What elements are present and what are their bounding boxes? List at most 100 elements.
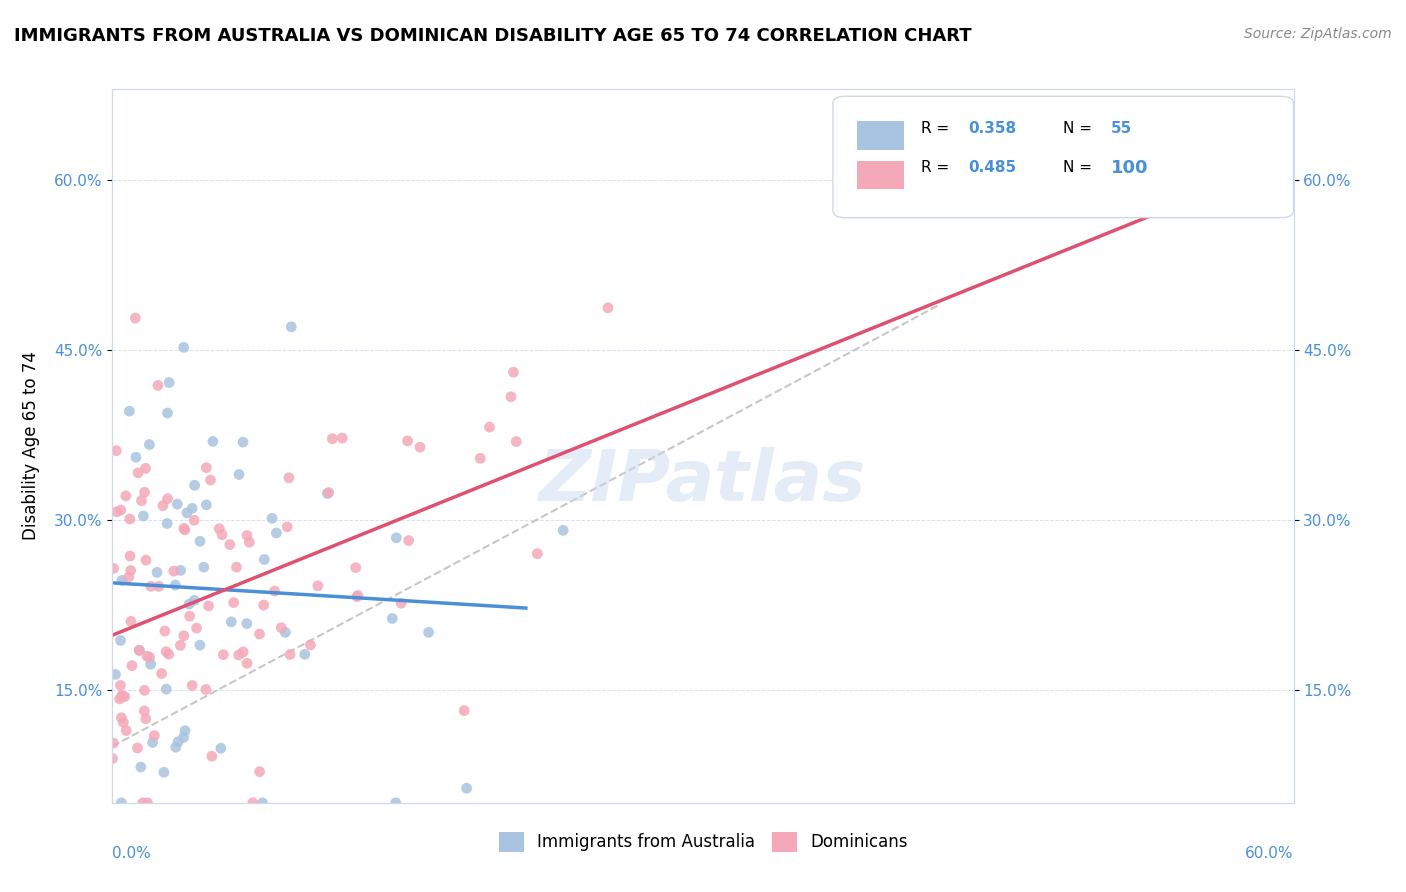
- Point: [263, 584, 285, 599]
- Point: [238, 535, 260, 549]
- Legend: Immigrants from Australia, Dominicans: Immigrants from Australia, Dominicans: [492, 825, 914, 859]
- Point: [278, 648, 301, 662]
- Point: [138, 437, 160, 451]
- Point: [307, 579, 329, 593]
- Point: [173, 521, 195, 535]
- Point: [165, 740, 187, 755]
- Point: [129, 760, 152, 774]
- Point: [179, 597, 201, 611]
- Point: [132, 796, 155, 810]
- Point: [118, 570, 141, 584]
- Point: [173, 340, 195, 354]
- Point: [166, 497, 188, 511]
- Point: [173, 523, 195, 537]
- Point: [111, 574, 134, 588]
- Point: [228, 648, 250, 662]
- Point: [146, 378, 169, 392]
- Point: [110, 503, 132, 517]
- Point: [110, 678, 132, 692]
- Point: [127, 741, 149, 756]
- Text: N =: N =: [1063, 161, 1097, 175]
- Point: [266, 526, 288, 541]
- Point: [156, 406, 179, 420]
- Point: [212, 648, 235, 662]
- Point: [115, 723, 138, 738]
- Point: [183, 513, 205, 527]
- Point: [139, 657, 162, 672]
- Point: [347, 589, 370, 603]
- Point: [277, 471, 299, 485]
- Point: [321, 432, 343, 446]
- Point: [179, 609, 201, 624]
- Point: [111, 690, 134, 704]
- Point: [105, 505, 128, 519]
- Point: [197, 599, 219, 613]
- Point: [183, 478, 205, 492]
- Point: [262, 511, 284, 525]
- Point: [176, 506, 198, 520]
- Point: [135, 461, 157, 475]
- Point: [211, 528, 233, 542]
- Point: [316, 486, 339, 500]
- Point: [131, 493, 153, 508]
- Point: [188, 534, 211, 549]
- Point: [108, 692, 131, 706]
- Text: ZIPatlas: ZIPatlas: [540, 447, 866, 516]
- Text: R =: R =: [921, 121, 955, 136]
- Point: [346, 590, 368, 604]
- Point: [499, 390, 522, 404]
- Point: [232, 645, 254, 659]
- Point: [110, 711, 132, 725]
- Point: [104, 667, 127, 681]
- Point: [344, 560, 367, 574]
- Point: [150, 666, 173, 681]
- Point: [470, 451, 492, 466]
- Point: [381, 611, 404, 625]
- Point: [173, 629, 195, 643]
- Text: 100: 100: [1111, 159, 1147, 177]
- Point: [152, 499, 174, 513]
- Point: [280, 319, 302, 334]
- Point: [111, 689, 134, 703]
- Point: [120, 615, 142, 629]
- Point: [249, 764, 271, 779]
- Point: [526, 547, 548, 561]
- Point: [142, 735, 165, 749]
- Point: [134, 485, 156, 500]
- Point: [228, 467, 250, 482]
- Point: [169, 563, 191, 577]
- Point: [146, 566, 169, 580]
- Point: [249, 627, 271, 641]
- Point: [409, 440, 432, 454]
- Point: [173, 731, 195, 745]
- Point: [157, 376, 180, 390]
- Text: R =: R =: [921, 161, 955, 175]
- Point: [167, 735, 190, 749]
- Point: [384, 796, 406, 810]
- Text: 60.0%: 60.0%: [1246, 846, 1294, 861]
- Point: [128, 643, 150, 657]
- Point: [396, 434, 419, 448]
- Point: [232, 435, 254, 450]
- Point: [155, 682, 177, 697]
- Point: [134, 683, 156, 698]
- Point: [208, 522, 231, 536]
- Point: [274, 625, 297, 640]
- Text: 55: 55: [1111, 121, 1132, 136]
- Text: 0.485: 0.485: [969, 161, 1017, 175]
- Point: [299, 638, 322, 652]
- Point: [181, 678, 204, 692]
- FancyBboxPatch shape: [832, 96, 1294, 218]
- Point: [120, 563, 142, 577]
- Point: [242, 796, 264, 810]
- Point: [330, 431, 353, 445]
- Point: [135, 712, 157, 726]
- Point: [385, 531, 408, 545]
- Point: [105, 443, 128, 458]
- Point: [103, 561, 125, 575]
- Point: [270, 621, 292, 635]
- Point: [505, 434, 527, 449]
- Point: [110, 796, 132, 810]
- Point: [118, 549, 141, 563]
- Point: [236, 657, 259, 671]
